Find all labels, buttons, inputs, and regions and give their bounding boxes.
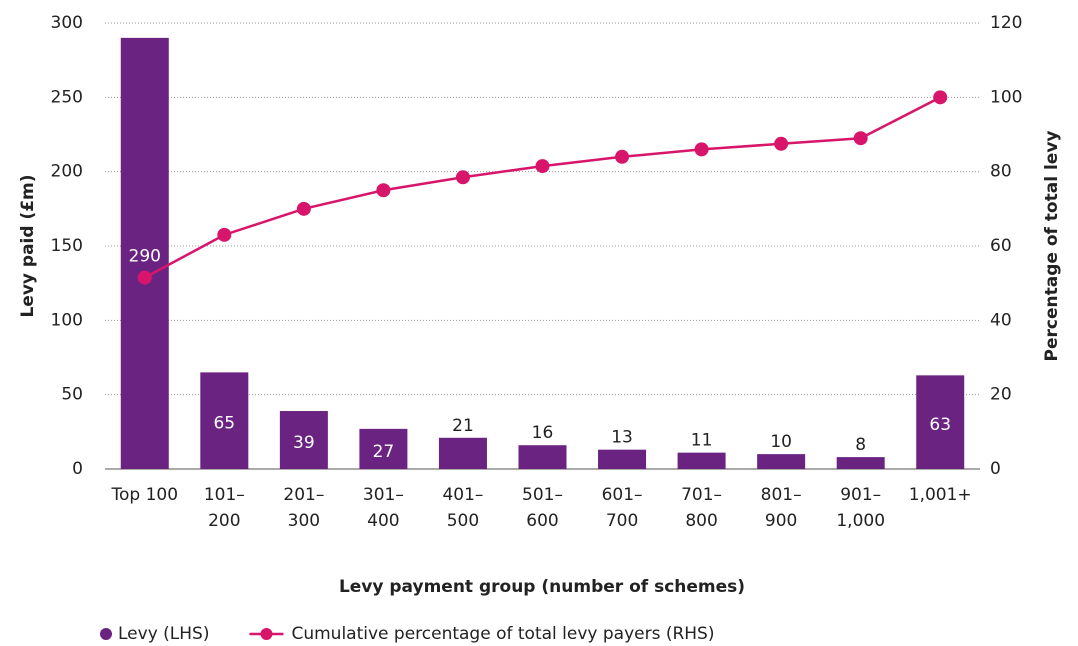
y-tick-label: 50 (61, 385, 83, 405)
legend-label: Cumulative percentage of total levy paye… (291, 624, 714, 644)
bar (916, 375, 965, 469)
y-tick-label: 250 (51, 87, 83, 107)
legend-marker (260, 628, 273, 640)
data-label: 11 (691, 431, 713, 451)
x-tick-label: 601– (602, 485, 643, 505)
legend-label: Levy (LHS) (118, 624, 209, 644)
x-tick-label: 501– (522, 485, 563, 505)
y-tick-label: 150 (51, 236, 83, 256)
data-label: 13 (611, 428, 633, 448)
y-tick-label: 100 (51, 310, 83, 330)
x-tick-label: 301– (363, 485, 404, 505)
x-tick-label: 101– (204, 485, 245, 505)
x-tick-label: 800 (685, 511, 717, 531)
y2-tick-label: 40 (990, 310, 1012, 330)
x-tick-label: Top 100 (110, 485, 178, 505)
y2-tick-label: 100 (990, 87, 1022, 107)
data-label: 16 (532, 423, 554, 443)
x-tick-label: 1,000 (836, 511, 885, 531)
y2-tick-label: 60 (990, 236, 1012, 256)
x-tick-label: 600 (526, 511, 558, 531)
x-axis-title: Levy payment group (number of schemes) (339, 577, 745, 597)
data-label: 65 (213, 414, 235, 434)
y2-tick-label: 120 (990, 13, 1022, 33)
data-label: 10 (770, 432, 792, 452)
bar (359, 428, 408, 469)
x-tick-label: 201– (283, 485, 324, 505)
bar (279, 411, 328, 469)
x-tick-label: 701– (681, 485, 722, 505)
x-tick-label: 500 (447, 511, 479, 531)
x-tick-label: 700 (606, 511, 638, 531)
bar (120, 37, 169, 469)
data-label: 21 (452, 416, 474, 436)
y2-axis-title: Percentage of total levy (1042, 131, 1062, 362)
bar (200, 372, 249, 469)
x-tick-label: 1,001+ (909, 485, 972, 505)
bar (518, 445, 567, 469)
y-tick-label: 0 (72, 459, 83, 479)
bar (677, 452, 726, 469)
x-tick-label: 400 (367, 511, 399, 531)
x-tick-label: 901– (840, 485, 881, 505)
line (144, 96, 941, 279)
legend-marker (100, 628, 112, 640)
x-tick-label: 300 (288, 511, 320, 531)
bar (836, 457, 885, 469)
x-tick-label: 801– (761, 485, 802, 505)
y-tick-label: 300 (51, 13, 83, 33)
bar (757, 454, 806, 469)
bar (598, 449, 647, 469)
y-axis-title: Levy paid (£m) (18, 174, 38, 317)
x-tick-label: 200 (208, 511, 240, 531)
x-tick-label: 401– (442, 485, 483, 505)
data-label: 290 (129, 246, 161, 266)
data-label: 8 (855, 435, 866, 455)
y2-tick-label: 80 (990, 162, 1012, 182)
data-label: 39 (293, 433, 315, 453)
bar (438, 437, 487, 469)
data-label: 63 (929, 415, 951, 435)
y-tick-label: 200 (51, 162, 83, 182)
x-tick-label: 900 (765, 511, 797, 531)
y2-tick-label: 20 (990, 385, 1012, 405)
y2-tick-label: 0 (990, 459, 1001, 479)
data-label: 27 (373, 442, 395, 462)
